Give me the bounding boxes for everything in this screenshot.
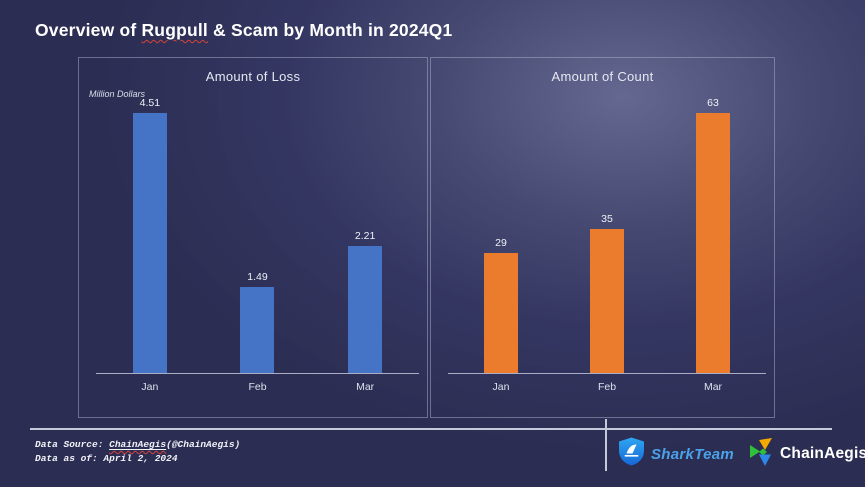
bar-value-label: 29: [495, 237, 507, 249]
x-tick-label: Feb: [597, 381, 617, 393]
bar: [484, 253, 518, 373]
chart-title-count: Amount of Count: [551, 69, 654, 84]
bar-group: 1.49: [240, 271, 275, 373]
bar-group: 2.21: [348, 230, 383, 373]
bar: [696, 113, 730, 373]
sharkteam-shield-icon: [618, 437, 645, 471]
chart-panel-amount-of-count: Amount of Count 29 35 63 Jan Feb Mar: [430, 57, 775, 418]
bar-value-label: 2.21: [354, 230, 376, 242]
sharkteam-label: SharkTeam: [651, 445, 735, 463]
bar: [590, 229, 624, 373]
bar: [132, 113, 167, 373]
x-tick-label: Jan: [492, 381, 510, 393]
page-title: Overview of Rugpull & Scam by Month in 2…: [35, 20, 452, 41]
data-as-of-line: Data as of: April 2, 2024: [35, 453, 178, 464]
x-labels: Jan Feb Mar: [96, 381, 419, 397]
bar-group: 29: [484, 237, 518, 373]
bar: [348, 246, 383, 373]
bar-group: 63: [696, 97, 730, 373]
data-source-link: ChainAegis: [109, 439, 167, 450]
bar: [240, 287, 275, 373]
footer-horizontal-divider: [30, 428, 832, 430]
data-source-line: Data Source: ChainAegis(@ChainAegis): [35, 438, 240, 452]
footer-logos: SharkTeam ChainAegis: [618, 437, 865, 471]
bar-value-label: 35: [601, 213, 613, 225]
bar-value-label: 4.51: [139, 97, 161, 109]
chainaegis-logo: ChainAegis: [750, 437, 865, 471]
data-source-prefix: Data Source:: [35, 439, 110, 450]
x-labels: Jan Feb Mar: [448, 381, 766, 397]
chainaegis-label: ChainAegis: [780, 445, 865, 462]
charts-row: Amount of Loss Million Dollars 4.51 1.49 2…: [78, 57, 775, 418]
data-source-note: Data Source: ChainAegis(@ChainAegis) Dat…: [35, 438, 240, 466]
plot-area: 29 35 63: [448, 97, 766, 374]
chart-title-loss: Amount of Loss: [205, 69, 301, 84]
bar-value-label: 63: [707, 97, 719, 109]
bar-value-label: 1.49: [247, 271, 268, 283]
data-source-suffix: (@ChainAegis): [166, 439, 241, 450]
sharkteam-logo: SharkTeam: [618, 437, 734, 471]
page-title-part2: & Scam by Month in 2024Q1: [208, 20, 453, 40]
x-tick-label: Mar: [356, 381, 375, 393]
footer-vertical-divider: [605, 419, 607, 471]
bar-group: 4.51: [132, 97, 167, 373]
x-tick-label: Jan: [141, 381, 159, 393]
page-title-highlight: Rugpull: [141, 20, 208, 40]
bar-group: 35: [590, 213, 624, 373]
y-axis-label-loss: Million Dollars: [89, 89, 146, 99]
chainaegis-pinwheel-icon: [750, 437, 774, 471]
page-title-part1: Overview of: [35, 20, 142, 40]
x-tick-label: Feb: [248, 381, 267, 393]
chart-panel-amount-of-loss: Amount of Loss Million Dollars 4.51 1.49 2…: [78, 57, 428, 418]
plot-area: 4.51 1.49 2.21: [96, 97, 419, 374]
x-tick-label: Mar: [703, 381, 723, 393]
